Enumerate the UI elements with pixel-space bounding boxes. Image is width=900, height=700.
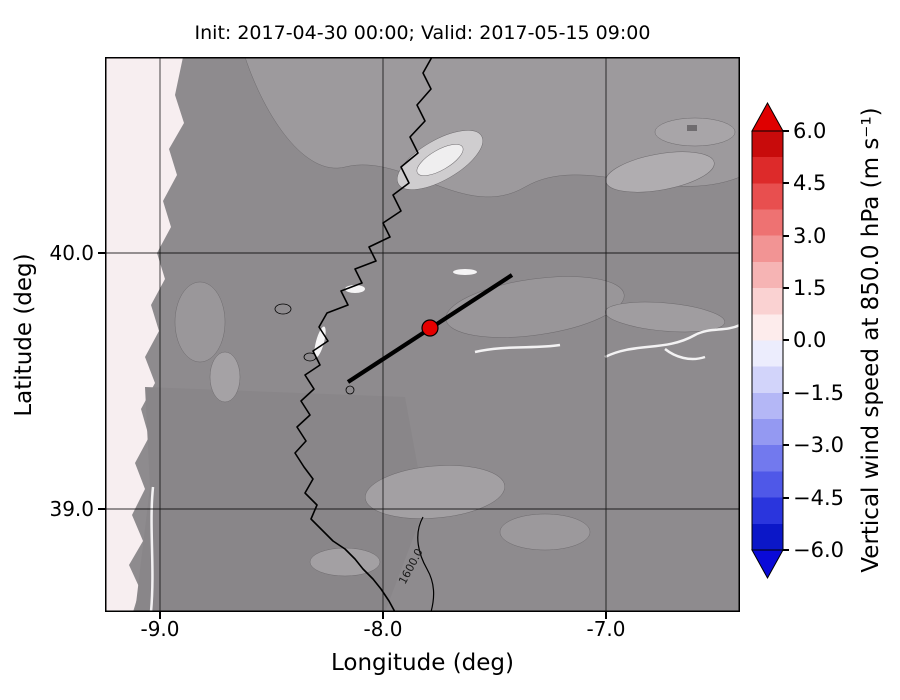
colorbar-tick-mark (783, 444, 789, 446)
plot-title: Init: 2017-04-30 00:00; Valid: 2017-05-1… (194, 22, 651, 44)
colorbar-tick-mark (783, 497, 789, 499)
y-tick-label: 40.0 (49, 241, 94, 265)
station-marker (421, 319, 439, 337)
colorbar-arrow-over (751, 102, 784, 132)
colorbar-arrow-under (751, 549, 784, 580)
river-lines (149, 323, 740, 612)
colorbar-tick-label: −1.5 (793, 381, 844, 405)
colorbar-tick-mark (783, 235, 789, 237)
y-tick-mark (98, 252, 105, 254)
colorbar-tick-mark (783, 392, 789, 394)
x-tick-label: -9.0 (140, 617, 180, 641)
y-tick-label: 39.0 (49, 497, 94, 521)
grid-lines (105, 57, 740, 612)
colorbar-tick-mark (783, 287, 789, 289)
elevation-contour-secondary (417, 516, 435, 612)
terrain-patches (174, 57, 740, 577)
x-tick-label: -8.0 (363, 617, 403, 641)
colorbar-tick-label: −6.0 (793, 538, 844, 562)
colorbar-tick-mark (783, 549, 789, 551)
y-axis-label: Latitude (deg) (11, 253, 37, 417)
colorbar-tick-label: −3.0 (793, 433, 844, 457)
x-tick-mark (382, 612, 384, 619)
elevation-contour (294, 57, 433, 612)
x-tick-label: -7.0 (586, 617, 626, 641)
colorbar-axis-label: Vertical wind speed at 850.0 hPa (m s⁻¹) (858, 107, 884, 573)
axes-frame (105, 57, 740, 612)
colorbar-tick-label: 3.0 (793, 224, 827, 248)
colorbar-body (751, 130, 784, 551)
colorbar-tick-label: 1.5 (793, 276, 827, 300)
colorbar-tick-mark (783, 130, 789, 132)
colorbar-tick-label: −4.5 (793, 486, 844, 510)
white-slivers (314, 269, 477, 358)
colorbar-tick-label: 6.0 (793, 119, 827, 143)
map-plot-area: 1600.0 (105, 57, 740, 612)
y-tick-mark (98, 508, 105, 510)
small-contours (274, 303, 355, 395)
colorbar-tick-mark (783, 182, 789, 184)
colorbar-tick-mark (783, 339, 789, 341)
map-canvas: 1600.0 (105, 57, 740, 612)
x-tick-mark (605, 612, 607, 619)
x-axis-label: Longitude (deg) (330, 650, 514, 676)
colorbar-tick-label: 4.5 (793, 171, 827, 195)
colorbar (751, 102, 784, 580)
colorbar-tick-label: 0.0 (793, 328, 827, 352)
x-tick-mark (159, 612, 161, 619)
